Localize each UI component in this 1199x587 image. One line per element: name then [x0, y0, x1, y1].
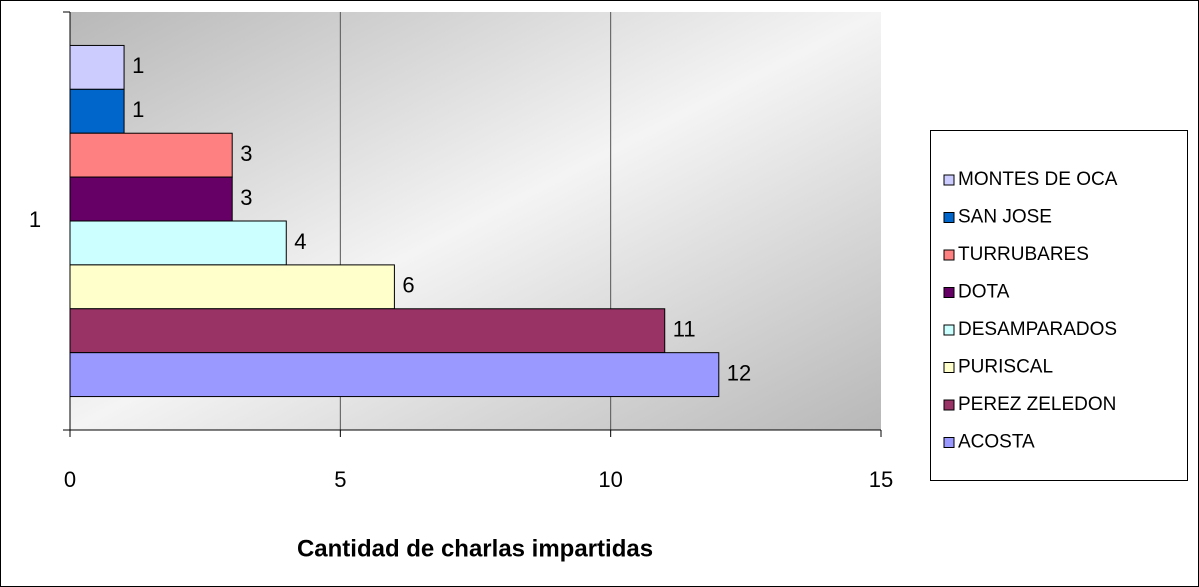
- data-label: 1: [132, 53, 144, 78]
- y-tick-label: 1: [29, 207, 41, 232]
- bar: [69, 264, 395, 310]
- bar: [69, 44, 125, 90]
- legend-swatch: [943, 249, 955, 261]
- x-axis-title: Cantidad de charlas impartidas: [297, 535, 653, 562]
- legend-label: SAN JOSE: [958, 207, 1052, 228]
- legend-label: PURISCAL: [958, 357, 1053, 378]
- legend-swatch: [943, 212, 955, 223]
- legend-label: DESAMPARADOS: [958, 319, 1117, 340]
- bar: [69, 220, 287, 266]
- bar: [69, 88, 125, 134]
- legend-label: ACOSTA: [958, 432, 1035, 453]
- legend-swatch: [943, 437, 955, 448]
- legend-swatch: [943, 174, 955, 186]
- legend-swatch: [943, 399, 955, 411]
- x-tick-label: 10: [598, 467, 622, 492]
- legend-swatch: [943, 362, 955, 373]
- data-label: 3: [240, 185, 252, 210]
- bar: [69, 176, 233, 222]
- data-label: 4: [294, 229, 306, 254]
- legend-label: PEREZ ZELEDON: [958, 394, 1116, 415]
- bar: [69, 132, 233, 178]
- legend-swatch: [943, 324, 955, 336]
- data-label: 12: [727, 360, 751, 385]
- legend-swatch: [943, 287, 955, 298]
- legend-label: MONTES DE OCA: [958, 169, 1118, 190]
- x-tick-label: 5: [334, 467, 346, 492]
- legend-label: DOTA: [958, 282, 1010, 303]
- x-tick-label: 0: [64, 467, 76, 492]
- x-tick-label: 15: [869, 467, 893, 492]
- legend-label: TURRUBARES: [958, 244, 1089, 265]
- data-label: 3: [240, 141, 252, 166]
- bar: [69, 308, 666, 354]
- data-label: 6: [402, 273, 414, 298]
- data-label: 1: [132, 97, 144, 122]
- bar: [69, 352, 720, 398]
- legend-box: [930, 130, 1188, 481]
- data-label: 11: [673, 317, 696, 342]
